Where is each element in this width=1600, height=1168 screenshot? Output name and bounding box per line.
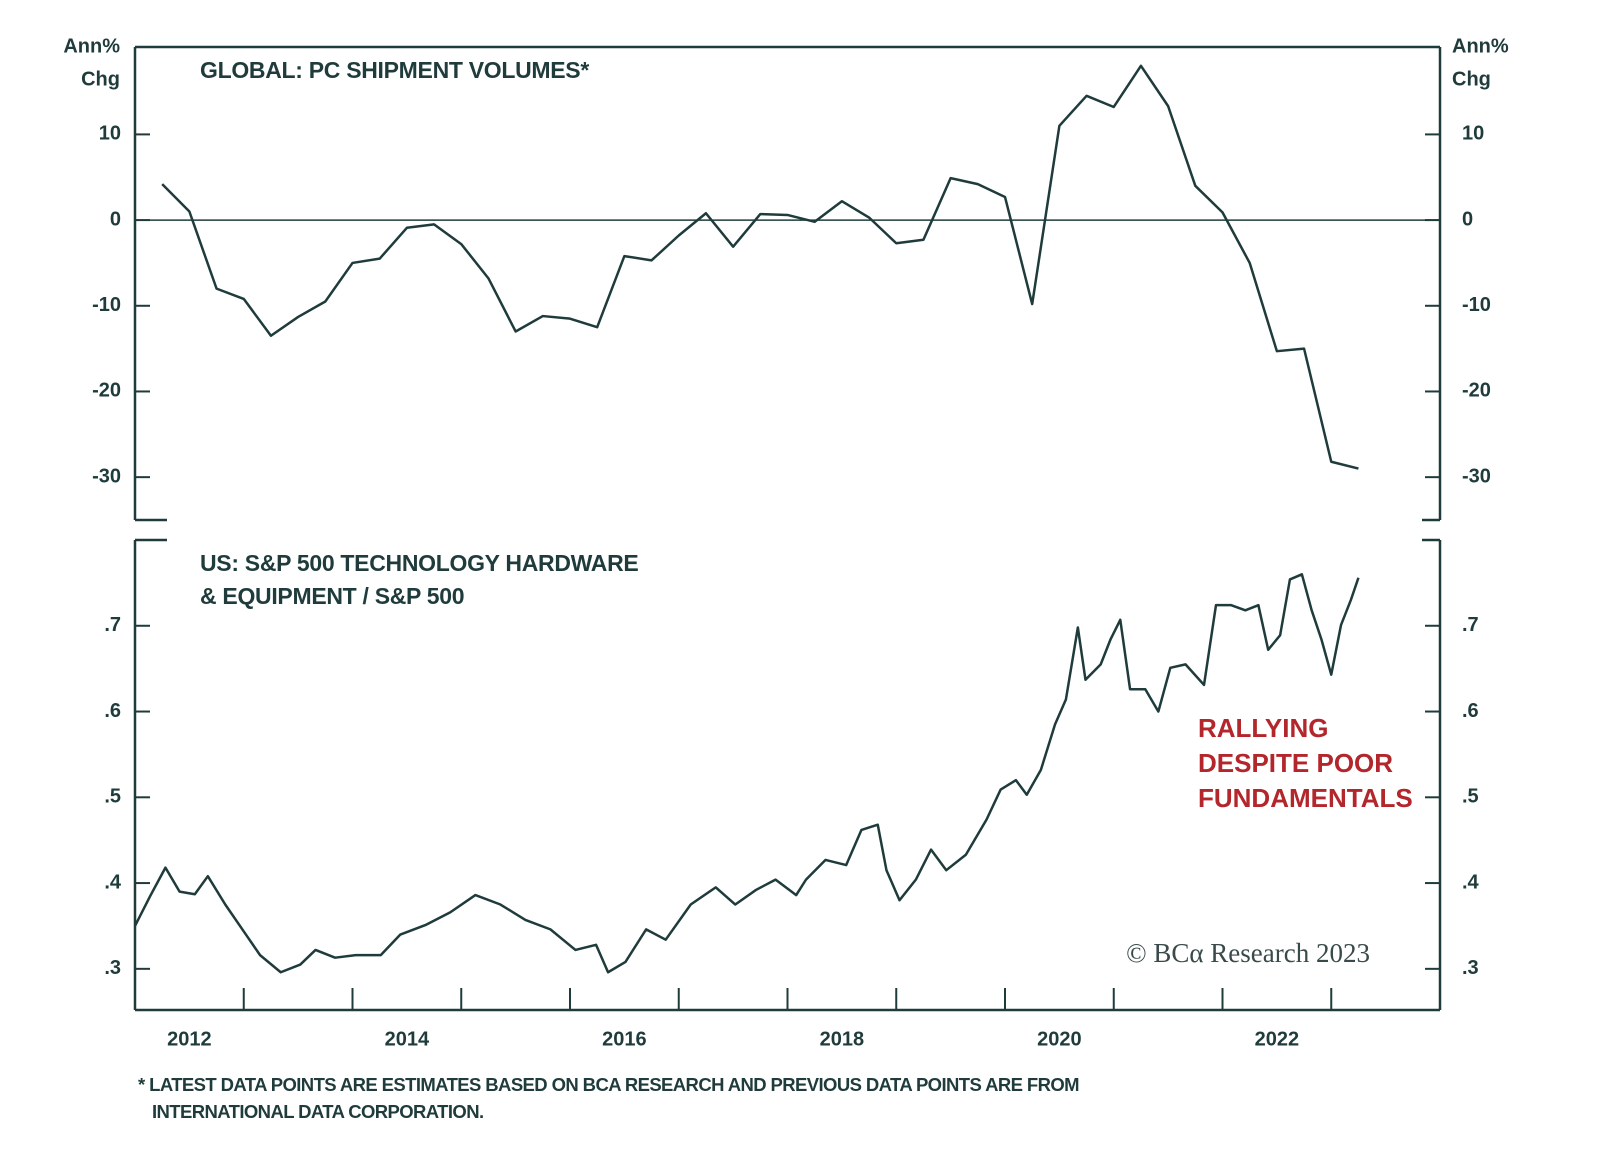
series-line: [133, 573, 1360, 974]
y2-tick-label: -10: [1462, 294, 1491, 316]
y2-tick-label: .6: [1462, 700, 1479, 722]
x-tick-label: 2020: [1037, 1028, 1082, 1050]
y-tick-label: .5: [104, 786, 121, 808]
y2-tick-label: 0: [1462, 208, 1473, 230]
y2-tick-label: 10: [1462, 123, 1484, 145]
y-axis-label: Ann%: [63, 35, 120, 57]
annotation: FUNDAMENTALS: [1198, 783, 1413, 813]
y2-tick-label: -20: [1462, 380, 1491, 402]
x-tick-label: 2012: [167, 1028, 212, 1050]
y2-tick-label: .5: [1462, 786, 1479, 808]
annotation: DESPITE POOR: [1198, 748, 1393, 778]
y-tick-label: .7: [104, 614, 121, 636]
y2-tick-label: .4: [1462, 871, 1480, 893]
y-tick-label: 0: [110, 208, 121, 230]
x-tick-label: 2022: [1255, 1028, 1300, 1050]
panel-title: & EQUIPMENT / S&P 500: [200, 583, 464, 609]
footnote: INTERNATIONAL DATA CORPORATION.: [152, 1101, 484, 1122]
series-line: [161, 64, 1359, 470]
y2-tick-label: -30: [1462, 465, 1491, 487]
source-credit: © BCα Research 2023: [1126, 938, 1370, 968]
y2-axis-label: Chg: [1452, 68, 1491, 90]
y-tick-label: -30: [92, 465, 121, 487]
footnote: * LATEST DATA POINTS ARE ESTIMATES BASED…: [138, 1074, 1079, 1095]
x-tick-label: 2018: [820, 1028, 865, 1050]
x-tick-label: 2014: [385, 1028, 430, 1050]
y-tick-label: .4: [104, 871, 122, 893]
y2-tick-label: .7: [1462, 614, 1479, 636]
y-tick-label: .3: [104, 957, 121, 979]
panel-title: GLOBAL: PC SHIPMENT VOLUMES*: [200, 57, 589, 83]
y-axis-label: Chg: [81, 68, 120, 90]
y-tick-label: -20: [92, 380, 121, 402]
x-tick-label: 2016: [602, 1028, 647, 1050]
y-tick-label: -10: [92, 294, 121, 316]
y2-axis-label: Ann%: [1452, 35, 1509, 57]
panel-title: US: S&P 500 TECHNOLOGY HARDWARE: [200, 550, 638, 576]
y-tick-label: 10: [99, 123, 121, 145]
annotation: RALLYING: [1198, 713, 1329, 743]
y2-tick-label: .3: [1462, 957, 1479, 979]
y-tick-label: .6: [104, 700, 121, 722]
